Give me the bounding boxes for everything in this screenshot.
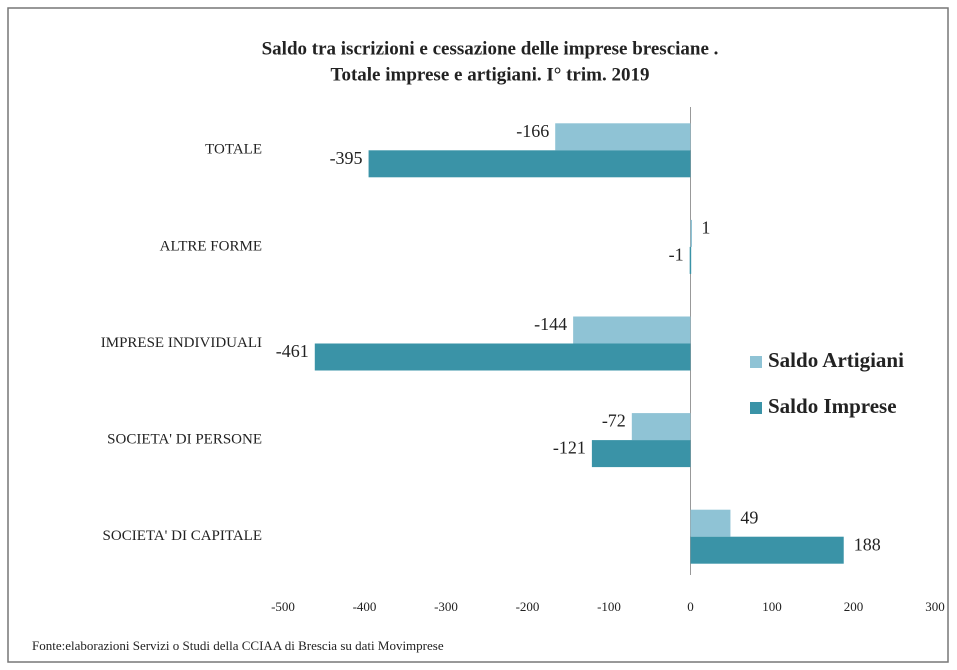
x-tick-label: -300 (434, 599, 458, 614)
chart-title: Totale imprese e artigiani. I° trim. 201… (331, 64, 650, 85)
data-label: 188 (854, 534, 881, 554)
source-note: Fonte:elaborazioni Servizi o Studi della… (32, 638, 444, 653)
bar (689, 246, 692, 274)
bar (555, 123, 691, 151)
data-label: -461 (276, 341, 309, 361)
legend-swatch (750, 356, 762, 368)
data-label: -1 (669, 245, 684, 265)
legend-swatch (750, 402, 762, 414)
x-tick-label: 100 (762, 599, 782, 614)
bar (573, 316, 691, 344)
y-tick-label: SOCIETA' DI PERSONE (107, 432, 262, 448)
data-label: -395 (330, 148, 363, 168)
x-tick-label: -400 (353, 599, 377, 614)
data-label: -144 (534, 314, 567, 334)
bar (690, 509, 731, 537)
chart-title: Saldo tra iscrizioni e cessazione delle … (262, 38, 719, 59)
legend-label: Saldo Artigiani (768, 348, 904, 372)
y-tick-label: TOTALE (205, 142, 262, 158)
bar (631, 413, 691, 441)
data-label: -121 (553, 438, 586, 458)
y-tick-label: ALTRE FORME (160, 238, 262, 254)
x-tick-label: 300 (925, 599, 945, 614)
data-label: 49 (740, 507, 758, 527)
bar (690, 536, 844, 564)
bar (690, 219, 692, 247)
x-tick-label: -500 (271, 599, 295, 614)
y-tick-label: IMPRESE INDIVIDUALI (101, 335, 262, 351)
bar (368, 150, 691, 178)
data-label: 1 (701, 218, 710, 238)
bar (314, 343, 691, 371)
data-label: -166 (516, 121, 549, 141)
x-tick-label: -100 (597, 599, 621, 614)
data-label: -72 (602, 411, 626, 431)
bar (591, 440, 691, 468)
y-tick-label: SOCIETA' DI CAPITALE (103, 528, 262, 544)
x-tick-label: 0 (687, 599, 694, 614)
x-tick-label: 200 (844, 599, 864, 614)
legend-label: Saldo Imprese (768, 394, 897, 418)
x-tick-label: -200 (516, 599, 540, 614)
